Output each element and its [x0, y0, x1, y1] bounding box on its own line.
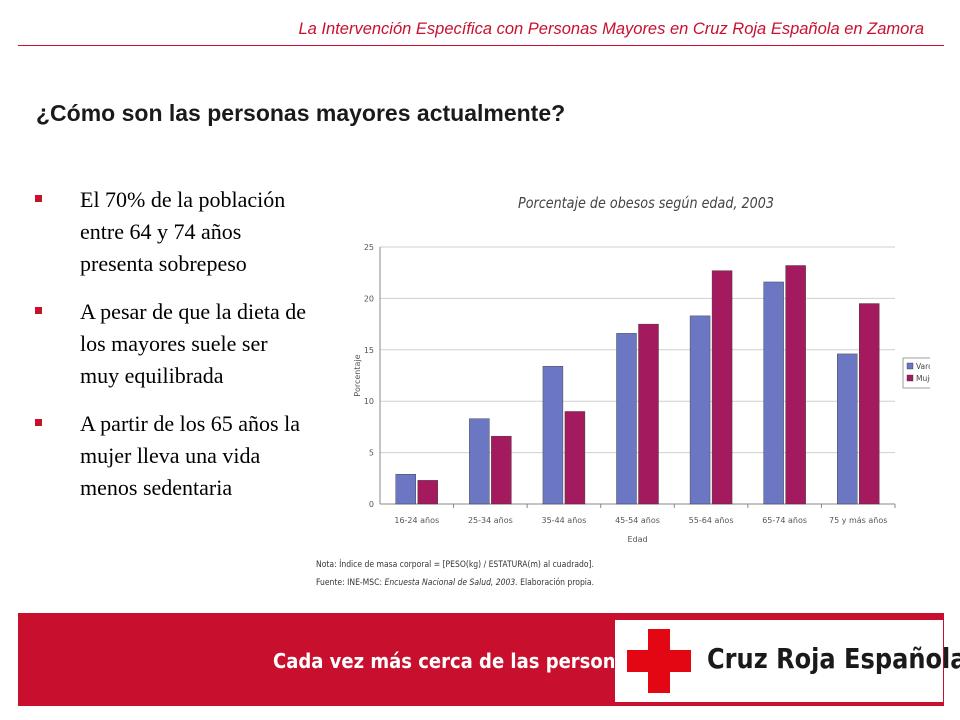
bullet-square-icon — [35, 419, 42, 426]
y-tick-label: 10 — [364, 397, 374, 406]
chart-source: Fuente: INE-MSC: Encuesta Nacional de Sa… — [316, 578, 594, 588]
footer-banner: Cada vez más cerca de las personas Cruz … — [18, 613, 960, 706]
header-divider — [18, 45, 944, 46]
bar-mujeres — [859, 303, 880, 505]
bullet-square-icon — [35, 307, 42, 314]
bullet-text: A pesar de que la dieta de los mayores s… — [80, 299, 307, 388]
bar-varones — [837, 353, 858, 505]
bar-mujeres — [564, 411, 586, 505]
bar-mujeres — [638, 323, 659, 505]
legend-box — [902, 357, 930, 389]
bar-mujeres — [491, 435, 512, 505]
bullet-text: A partir de los 65 años la mujer lleva u… — [80, 411, 300, 500]
logo: Cruz Roja Española — [614, 619, 960, 703]
bar-mujeres — [417, 480, 438, 505]
bullet-list: El 70% de la población entre 64 y 74 año… — [30, 184, 310, 520]
x-axis-label: Edad — [627, 535, 647, 544]
y-axis-label: Porcentaje — [353, 354, 362, 396]
bar-varones — [616, 333, 637, 505]
header-title: La Intervención Específica con Personas … — [298, 20, 925, 38]
y-tick-label: 0 — [369, 500, 374, 509]
logo-text: Cruz Roja Española — [707, 642, 960, 675]
bar-mujeres — [711, 270, 733, 505]
bar-varones — [395, 473, 416, 505]
bullet-item: A partir de los 65 años la mujer lleva u… — [30, 408, 310, 504]
slide-title: ¿Cómo son las personas mayores actualmen… — [36, 100, 566, 126]
bar-varones — [469, 418, 490, 505]
y-tick-label: 25 — [364, 243, 374, 252]
bullet-item: A pesar de que la dieta de los mayores s… — [30, 296, 310, 392]
x-tick-label: 65-74 años — [762, 516, 807, 525]
bullet-square-icon — [35, 195, 42, 202]
bar-mujeres — [785, 265, 806, 505]
legend-swatch — [906, 362, 914, 370]
y-tick-label: 20 — [364, 294, 374, 303]
bar-varones — [763, 281, 784, 505]
x-tick-label: 55-64 años — [689, 516, 734, 525]
legend-swatch — [906, 374, 914, 382]
bullet-text: El 70% de la población entre 64 y 74 año… — [80, 187, 286, 276]
bar-varones — [542, 366, 564, 505]
x-tick-label: 16-24 años — [394, 516, 439, 525]
x-tick-label: 25-34 años — [468, 516, 513, 525]
x-tick-label: 45-54 años — [615, 516, 660, 525]
legend-label: Mujeres — [916, 374, 930, 383]
source-prefix: Fuente: INE-MSC: — [316, 578, 385, 588]
x-tick-label: 35-44 años — [542, 516, 587, 525]
bullet-item: El 70% de la población entre 64 y 74 año… — [30, 184, 310, 280]
bar-varones — [689, 315, 711, 505]
y-tick-label: 15 — [364, 346, 374, 355]
chart-title: Porcentaje de obesos según edad, 2003 — [518, 194, 774, 212]
x-tick-label: 75 y más años — [829, 516, 887, 525]
y-tick-label: 5 — [369, 449, 374, 458]
source-suffix: Elaboración propia. — [517, 578, 595, 588]
source-title: Encuesta Nacional de Salud, 2003. — [384, 578, 518, 588]
legend-label: Varones — [916, 362, 930, 371]
bar-chart: 0 5 10 15 20 25 16-24 años 25-34 años 35-44 años… — [353, 243, 930, 544]
red-cross-icon — [627, 629, 691, 693]
chart-note: Nota: Índice de masa corporal = [PESO(kg… — [316, 560, 594, 570]
footer-tagline: Cada vez más cerca de las personas — [273, 649, 639, 673]
